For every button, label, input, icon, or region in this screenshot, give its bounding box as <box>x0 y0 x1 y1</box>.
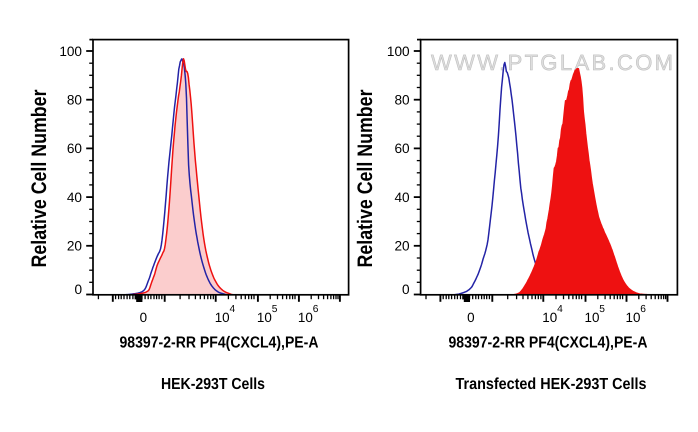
svg-text:40: 40 <box>394 190 410 205</box>
svg-text:5: 5 <box>272 304 278 315</box>
svg-text:0: 0 <box>467 310 474 325</box>
svg-text:98397-2-RR PF4(CXCL4),PE-A: 98397-2-RR PF4(CXCL4),PE-A <box>120 335 319 352</box>
svg-text:20: 20 <box>394 239 410 254</box>
svg-text:4: 4 <box>557 304 563 315</box>
svg-text:5: 5 <box>599 304 605 315</box>
svg-text:80: 80 <box>67 93 83 108</box>
svg-text:100: 100 <box>59 44 82 59</box>
svg-text:10: 10 <box>257 310 272 325</box>
svg-text:Relative Cell Number: Relative Cell Number <box>354 90 377 268</box>
svg-text:10: 10 <box>542 310 557 325</box>
svg-text:40: 40 <box>67 190 83 205</box>
svg-text:10: 10 <box>215 310 230 325</box>
svg-text:98397-2-RR PF4(CXCL4),PE-A: 98397-2-RR PF4(CXCL4),PE-A <box>449 335 648 352</box>
svg-text:HEK-293T Cells: HEK-293T Cells <box>161 376 265 393</box>
svg-text:4: 4 <box>230 304 236 315</box>
svg-text:60: 60 <box>67 141 83 156</box>
svg-text:60: 60 <box>394 141 410 156</box>
svg-text:6: 6 <box>313 304 319 315</box>
svg-text:0: 0 <box>140 310 147 325</box>
svg-text:0: 0 <box>402 282 410 297</box>
svg-text:0: 0 <box>74 282 82 297</box>
svg-text:80: 80 <box>394 93 410 108</box>
svg-text:100: 100 <box>387 44 410 59</box>
svg-text:WWW.PTGLAB.COM: WWW.PTGLAB.COM <box>431 50 675 75</box>
svg-text:20: 20 <box>67 239 83 254</box>
svg-text:10: 10 <box>626 310 641 325</box>
svg-text:10: 10 <box>585 310 600 325</box>
svg-text:6: 6 <box>640 304 646 315</box>
svg-text:Transfected HEK-293T Cells: Transfected HEK-293T Cells <box>456 376 647 393</box>
svg-text:10: 10 <box>298 310 313 325</box>
svg-text:Relative Cell Number: Relative Cell Number <box>28 90 51 268</box>
